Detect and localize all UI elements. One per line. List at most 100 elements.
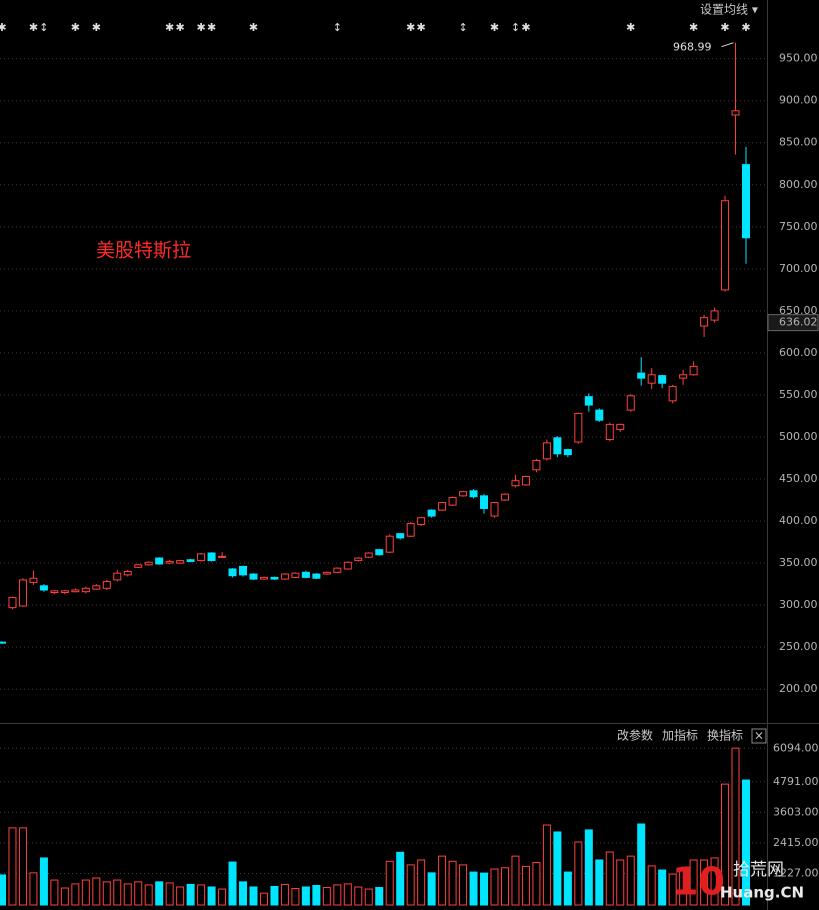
candle-body	[521, 476, 530, 486]
candle-body	[490, 502, 499, 517]
candle-body	[123, 571, 132, 576]
volume-bar	[469, 871, 478, 906]
event-marker: ✱	[196, 21, 205, 34]
candle-body	[500, 493, 509, 501]
volume-bar	[197, 884, 206, 906]
price-marker-label: 636.02	[779, 316, 818, 329]
y-tick-label: 250.00	[779, 640, 818, 653]
candle-body	[731, 110, 740, 116]
event-marker: ✱	[29, 21, 38, 34]
event-marker: ✱	[490, 21, 499, 34]
volume-bar	[259, 892, 268, 906]
candle-body	[532, 460, 541, 471]
candle-body	[0, 641, 6, 644]
candle-body	[50, 590, 59, 594]
candle-body	[417, 517, 426, 525]
candle-body	[165, 560, 174, 564]
volume-bar	[280, 883, 289, 906]
candle-body	[647, 374, 656, 384]
candle-body	[270, 576, 279, 580]
volume-bar	[438, 855, 447, 906]
y-tick-label: 450.00	[779, 472, 818, 485]
close-button[interactable]: ×	[754, 729, 764, 743]
volume-bar	[8, 827, 17, 906]
candle-body	[406, 523, 415, 537]
volume-bar	[207, 886, 216, 906]
volume-bar	[239, 881, 248, 906]
y-tick-label: 850.00	[779, 136, 818, 149]
volume-bar	[700, 859, 709, 906]
volume-bar	[647, 865, 656, 906]
volume-bar	[574, 841, 583, 906]
volume-bar	[521, 865, 530, 906]
candle-body	[218, 555, 227, 558]
candle-body	[280, 573, 289, 580]
volume-bar	[406, 864, 415, 906]
max-pointer	[721, 42, 734, 48]
event-marker: ✱	[71, 21, 80, 34]
event-marker: ✱	[165, 21, 174, 34]
chart-subtitle: 美股特斯拉	[96, 240, 191, 262]
ma-button[interactable]: 设置均线 ▾	[700, 3, 758, 17]
event-marker: ✱	[176, 21, 185, 34]
add-indicator[interactable]: 加指标	[662, 728, 698, 743]
volume-bar	[616, 859, 625, 906]
volume-bar	[134, 881, 143, 906]
event-marker: ✱	[626, 21, 635, 34]
candle-body	[176, 560, 185, 564]
volume-bar	[721, 783, 730, 906]
candle-body	[427, 509, 436, 517]
candle-body	[259, 576, 268, 580]
volume-bar	[50, 879, 59, 906]
volume-bar	[249, 886, 258, 906]
event-marker: ✱	[207, 21, 216, 34]
event-marker: ✱	[689, 21, 698, 34]
candle-body	[29, 577, 38, 583]
event-marker: ↕	[39, 21, 48, 34]
edit-params[interactable]: 改参数	[617, 728, 653, 743]
volume-bar	[165, 882, 174, 906]
candle-body	[637, 372, 646, 379]
volume-bar	[354, 886, 363, 906]
candle-body	[144, 561, 153, 566]
volume-bar	[333, 884, 342, 906]
event-marker: ✱	[92, 21, 101, 34]
volume-bar	[102, 881, 111, 906]
y2-tick-label: 6094.00	[773, 741, 819, 754]
volume-bar	[448, 860, 457, 906]
candle-body	[595, 409, 604, 421]
candle-body	[228, 568, 237, 577]
candle-body	[71, 589, 80, 593]
volume-bar	[658, 869, 667, 906]
candle-body	[574, 412, 583, 443]
candle-body	[239, 565, 248, 576]
y-tick-label: 300.00	[779, 598, 818, 611]
candle-body	[584, 396, 593, 406]
volume-bar	[123, 883, 132, 906]
candle-body	[658, 375, 667, 384]
volume-bar	[113, 879, 122, 906]
candle-body	[375, 549, 384, 556]
event-marker: ↕	[511, 21, 520, 34]
candle-body	[39, 585, 48, 591]
candle-body	[668, 386, 677, 402]
candle-body	[459, 491, 468, 497]
volume-bar	[39, 857, 48, 906]
volume-bar	[92, 877, 101, 906]
candle-body	[18, 579, 27, 607]
y-tick-label: 500.00	[779, 430, 818, 443]
event-marker: ✱	[0, 21, 7, 34]
volume-bar	[385, 860, 394, 906]
volume-bar	[228, 861, 237, 906]
close-box[interactable]	[751, 728, 767, 744]
volume-bar	[291, 888, 300, 906]
switch-indicator[interactable]: 换指标	[707, 728, 743, 743]
candle-body	[291, 572, 300, 578]
volume-bar	[176, 886, 185, 906]
volume-bar	[679, 869, 688, 906]
candle-body	[553, 437, 562, 455]
candle-body	[689, 365, 698, 376]
volume-bar	[490, 868, 499, 906]
